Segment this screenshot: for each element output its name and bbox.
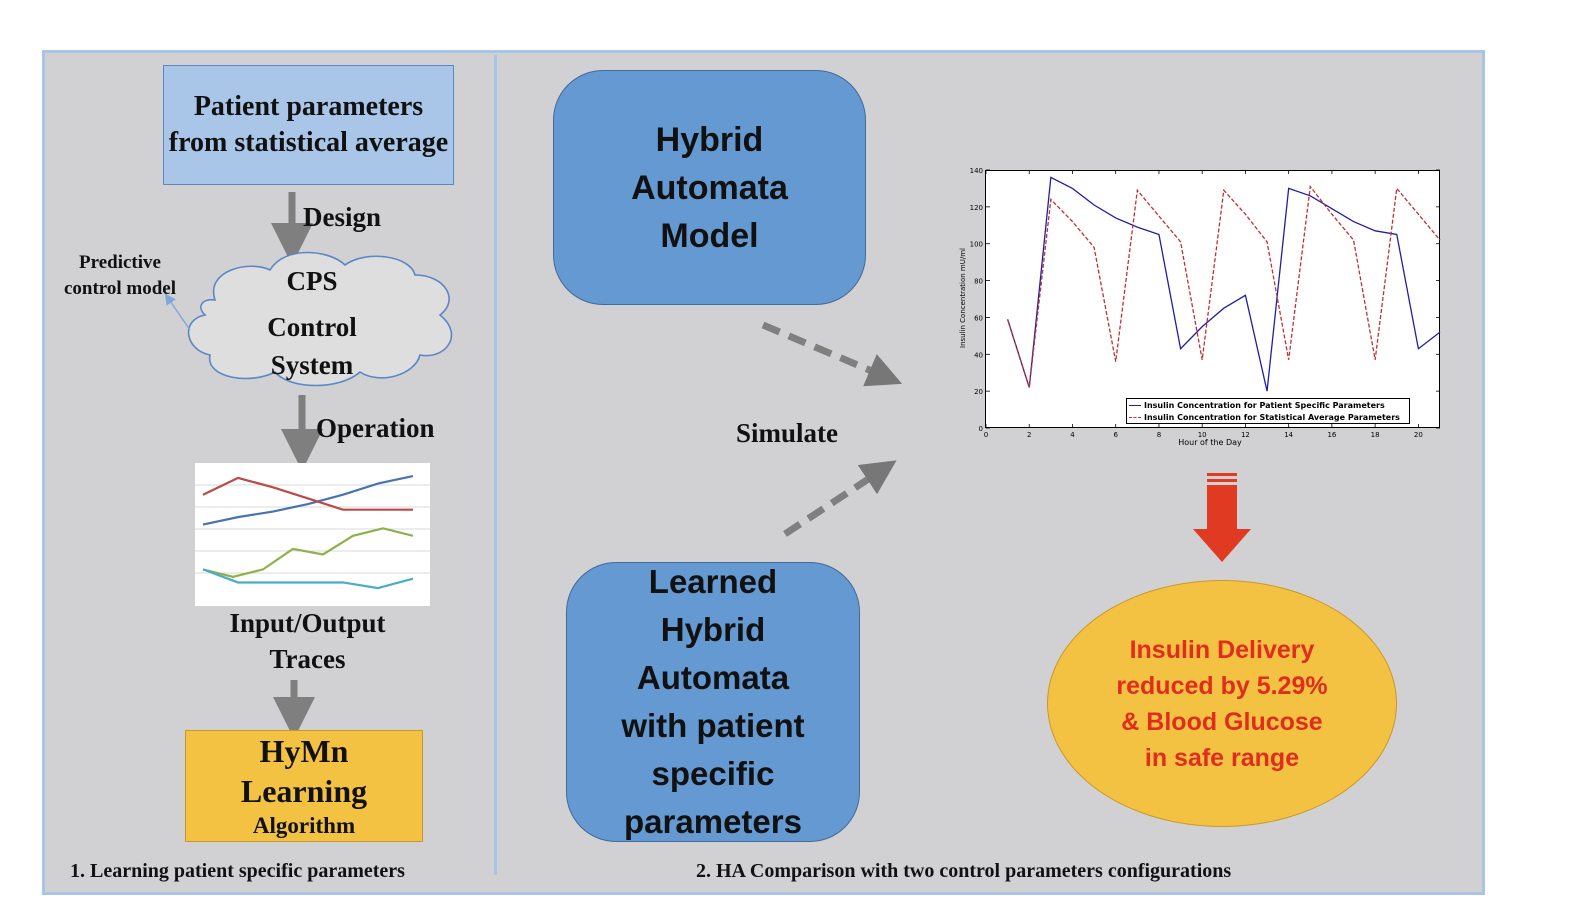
predictive-control-label: Predictive control model bbox=[63, 252, 177, 299]
x-tick-label: 0 bbox=[984, 431, 988, 439]
chart-xlabel: Hour of the Day bbox=[1178, 438, 1242, 447]
x-tick-label: 4 bbox=[1070, 431, 1075, 439]
result-text: Insulin Delivery reduced by 5.29% & Bloo… bbox=[1116, 635, 1328, 772]
legend-label-average: Insulin Concentration for Statistical Av… bbox=[1144, 412, 1400, 422]
panel-divider bbox=[494, 55, 497, 875]
y-tick-label: 60 bbox=[974, 314, 983, 322]
trace-line-2 bbox=[202, 476, 413, 511]
y-tick-label: 140 bbox=[970, 167, 983, 175]
y-tick-label: 100 bbox=[970, 241, 983, 249]
left-caption: 1. Learning patient specific parameters bbox=[70, 860, 405, 882]
x-tick-label: 2 bbox=[1027, 431, 1031, 439]
design-label: Design bbox=[303, 202, 382, 232]
legend-swatch-patient bbox=[1129, 404, 1141, 406]
cps-label: CPS bbox=[286, 266, 338, 296]
y-tick-label: 40 bbox=[974, 351, 983, 359]
y-tick-label: 20 bbox=[974, 388, 983, 396]
x-tick-label: 14 bbox=[1284, 431, 1293, 439]
trace-line-3 bbox=[202, 527, 414, 579]
y-tick-label: 80 bbox=[974, 278, 983, 286]
traces-label: Input/Output Traces bbox=[229, 608, 386, 674]
learned-ha-box: Learned Hybrid Automata with patient spe… bbox=[566, 562, 860, 842]
system-label: System bbox=[270, 350, 354, 380]
x-tick-label: 10 bbox=[1198, 431, 1207, 439]
result-down-arrow bbox=[1193, 473, 1251, 562]
hymn-learning: Learning bbox=[240, 773, 368, 809]
legend-label-patient: Insulin Concentration for Patient Specif… bbox=[1144, 400, 1385, 410]
cps-cloud bbox=[187, 251, 453, 387]
x-tick-label: 20 bbox=[1414, 431, 1423, 439]
series-line-patient-specific bbox=[1006, 176, 1441, 392]
operation-label: Operation bbox=[316, 413, 435, 443]
trace-line-4 bbox=[202, 568, 414, 590]
hymn-title: HyMn bbox=[259, 733, 349, 769]
control-label: Control bbox=[267, 312, 357, 342]
hymn-box: HyMn Learning Algorithm bbox=[185, 730, 423, 842]
chart-legend: Insulin Concentration for Patient Specif… bbox=[1126, 398, 1410, 424]
x-tick-label: 12 bbox=[1241, 431, 1250, 439]
y-tick-label: 0 bbox=[979, 425, 983, 433]
x-tick-label: 8 bbox=[1157, 431, 1161, 439]
insulin-chart-area bbox=[985, 170, 1440, 428]
result-oval: Insulin Delivery reduced by 5.29% & Bloo… bbox=[1047, 580, 1397, 827]
legend-swatch-average bbox=[1129, 416, 1141, 418]
ha-model-box: Hybrid Automata Model bbox=[553, 70, 866, 305]
legend-entry-average: Insulin Concentration for Statistical Av… bbox=[1127, 411, 1409, 423]
ha-model-label: Hybrid Automata Model bbox=[631, 120, 788, 255]
simulate-arrow-top bbox=[761, 321, 903, 387]
learned-ha-label: Learned Hybrid Automata with patient spe… bbox=[621, 563, 805, 840]
x-tick-label: 16 bbox=[1327, 431, 1336, 439]
insulin-chart: 0 20 40 60 80 100 120 140 0 2 4 6 8 10 12 14 16 18 20 bbox=[970, 167, 1441, 439]
trace-line-1 bbox=[202, 474, 414, 526]
hymn-algorithm: Algorithm bbox=[252, 813, 356, 838]
legend-entry-patient: Insulin Concentration for Patient Specif… bbox=[1127, 399, 1409, 411]
predictive-pointer bbox=[164, 293, 191, 331]
simulate-arrow-bottom bbox=[783, 460, 897, 537]
right-caption: 2. HA Comparison with two control parame… bbox=[696, 860, 1232, 882]
chart-ylabel: Insulin Concentration mU/ml bbox=[959, 248, 967, 348]
patient-params-label: Patient parameters from statistical aver… bbox=[168, 91, 449, 158]
simulate-label: Simulate bbox=[736, 418, 839, 448]
x-tick-label: 6 bbox=[1113, 431, 1118, 439]
traces-thumbnail bbox=[195, 463, 430, 606]
y-tick-label: 120 bbox=[970, 204, 983, 212]
patient-params-box: Patient parameters from statistical aver… bbox=[163, 65, 454, 185]
x-tick-label: 18 bbox=[1371, 431, 1380, 439]
series-line-statistical-average bbox=[1006, 184, 1441, 388]
